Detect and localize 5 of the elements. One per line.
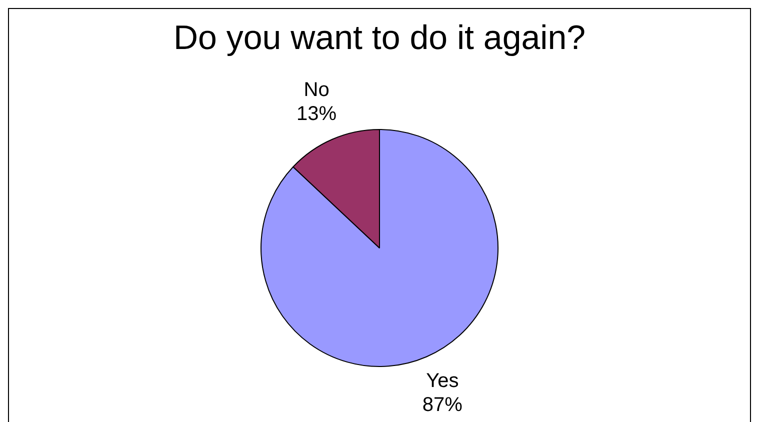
data-label: 87% (422, 394, 463, 416)
chart-title: Do you want to do it again? (172, 19, 587, 58)
data-label: 13% (296, 103, 337, 126)
slice-label: No (304, 79, 330, 102)
slice-label: Yes (426, 370, 459, 392)
